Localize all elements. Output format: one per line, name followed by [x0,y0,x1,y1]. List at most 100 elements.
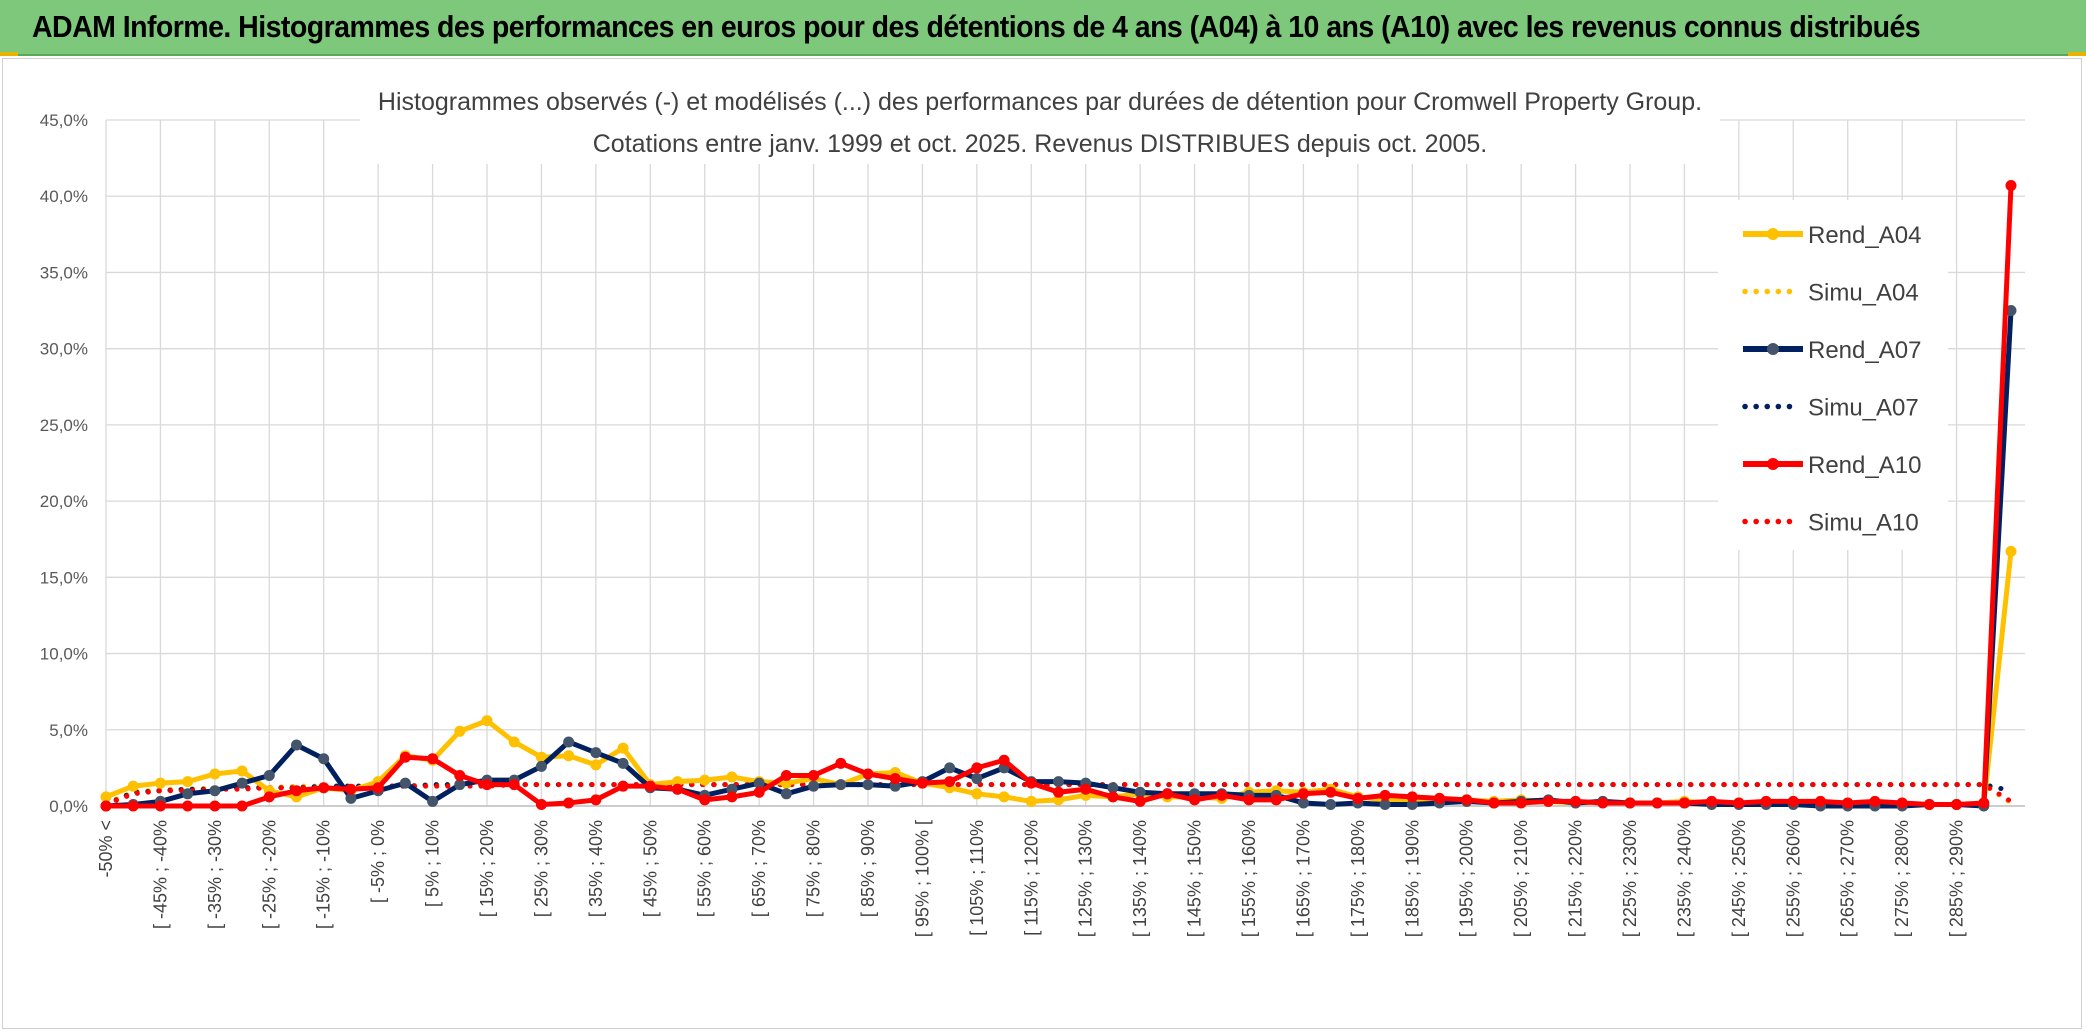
data-point [590,794,602,806]
x-tick-label: [ 175% ; 180% [1348,820,1368,937]
data-point [154,777,166,789]
x-tick-label: [ 215% ; 220% [1566,820,1586,937]
x-tick-label: [ -25% ; -20% [259,820,279,929]
data-point [808,770,820,782]
data-point [2005,180,2017,192]
data-point [535,760,547,772]
x-tick-label: [ 195% ; 200% [1457,820,1477,937]
data-point [1080,783,1092,795]
x-tick-label: [ 285% ; 290% [1947,820,1967,937]
data-point [1733,797,1745,809]
data-point [2005,305,2017,317]
y-tick-label: 10,0% [40,645,88,664]
y-tick-label: 30,0% [40,340,88,359]
data-point [1461,794,1473,806]
x-tick-label: [ 85% ; 90% [858,820,878,917]
data-point [1787,795,1799,807]
y-tick-label: 20,0% [40,492,88,511]
data-point [318,753,330,765]
data-point [1978,797,1990,809]
data-point [1134,795,1146,807]
data-point [1297,797,1309,809]
y-tick-label: 25,0% [40,416,88,435]
data-point [345,792,357,804]
data-point [944,776,956,788]
data-point [209,768,221,780]
data-point [563,750,575,762]
data-point [1053,776,1064,788]
x-tick-label: [ 165% ; 170% [1293,820,1313,937]
data-point [182,800,194,812]
legend-backdrop [1718,200,1948,550]
x-tick-label: [ 205% ; 210% [1511,820,1531,937]
chart-title-group: Histogrammes observés (-) et modélisés (… [360,80,1720,164]
data-point [1896,797,1908,809]
x-tick-label: [ -35% ; -30% [205,820,225,929]
data-point [1515,797,1527,809]
x-tick-label: [ -5% ; 0% [368,820,388,903]
x-tick-label: [ 245% ; 250% [1729,820,1749,937]
x-tick-label: [ 265% ; 270% [1838,820,1858,937]
legend-item-rend-a04: Rend_A04 [1743,222,1921,249]
data-point [209,785,221,797]
data-point [454,770,466,782]
y-tick-label: 0,0% [49,797,88,816]
data-point [1406,798,1418,810]
data-point [971,773,983,785]
data-point [1706,795,1718,807]
data-point [563,736,575,748]
x-tick-label: [ 55% ; 60% [695,820,715,917]
data-point [263,791,275,803]
data-point [209,800,221,812]
legend-label: Rend_A04 [1808,222,1921,249]
x-tick-label: [ -45% ; -40% [150,820,170,929]
data-point [399,751,411,763]
data-point [1434,792,1445,804]
x-tick-label: [ 15% ; 20% [477,820,497,917]
data-point [672,776,683,788]
data-point [481,779,493,791]
data-point [944,762,956,774]
x-tick-label: [ 235% ; 240% [1674,820,1694,937]
x-tick-label: [ 65% ; 70% [749,820,769,917]
data-point [1053,786,1064,798]
series-rend-a04 [100,545,2017,810]
data-point [100,800,112,812]
data-point [399,777,411,789]
x-tick-label: [ 45% ; 50% [640,820,660,917]
data-point [508,736,520,748]
legend-label: Rend_A07 [1808,337,1921,364]
y-tick-label: 40,0% [40,187,88,206]
data-point [753,777,765,789]
data-point [454,725,466,737]
data-point [617,757,629,769]
x-tick-label: [ 155% ; 160% [1239,820,1259,937]
data-point [1815,795,1826,807]
legend-label: Rend_A10 [1808,452,1921,479]
data-point [1379,798,1391,810]
x-tick-label: [ 135% ; 140% [1130,820,1150,937]
data-point [780,777,792,789]
data-point [291,739,302,751]
data-point [535,798,547,810]
x-tick-label: -50% < [96,820,116,878]
data-point [1025,777,1037,789]
data-point [726,771,738,783]
data-point [699,794,711,806]
chart-legend: Rend_A04 Simu_A04 Rend_A07 Simu_A07 Rend_A10… [1718,200,1948,550]
data-point [1189,794,1201,806]
x-tick-label: [ 25% ; 30% [531,820,551,917]
x-tick-label: [ 75% ; 80% [804,820,824,917]
chart-series [100,180,2017,812]
banner-corner-right [2068,52,2086,56]
x-tick-label: [ 255% ; 260% [1783,820,1803,937]
data-point [916,777,928,789]
data-point [1216,789,1228,801]
report-title: ADAM Informe. Histogrammes des performan… [32,9,1921,44]
data-point [1325,786,1337,798]
y-axis-ticks: 0,0% 5,0% 10,0% 15,0% 20,0% 25,0% 30,0% 35,0% 40… [40,111,88,816]
data-point [971,762,983,774]
x-axis-ticks: -50% < [ -45% ; -40% [ -35% ; -30% [ -25% ;… [96,820,1967,937]
data-point [345,783,357,795]
legend-item-rend-a07: Rend_A07 [1743,337,1921,364]
